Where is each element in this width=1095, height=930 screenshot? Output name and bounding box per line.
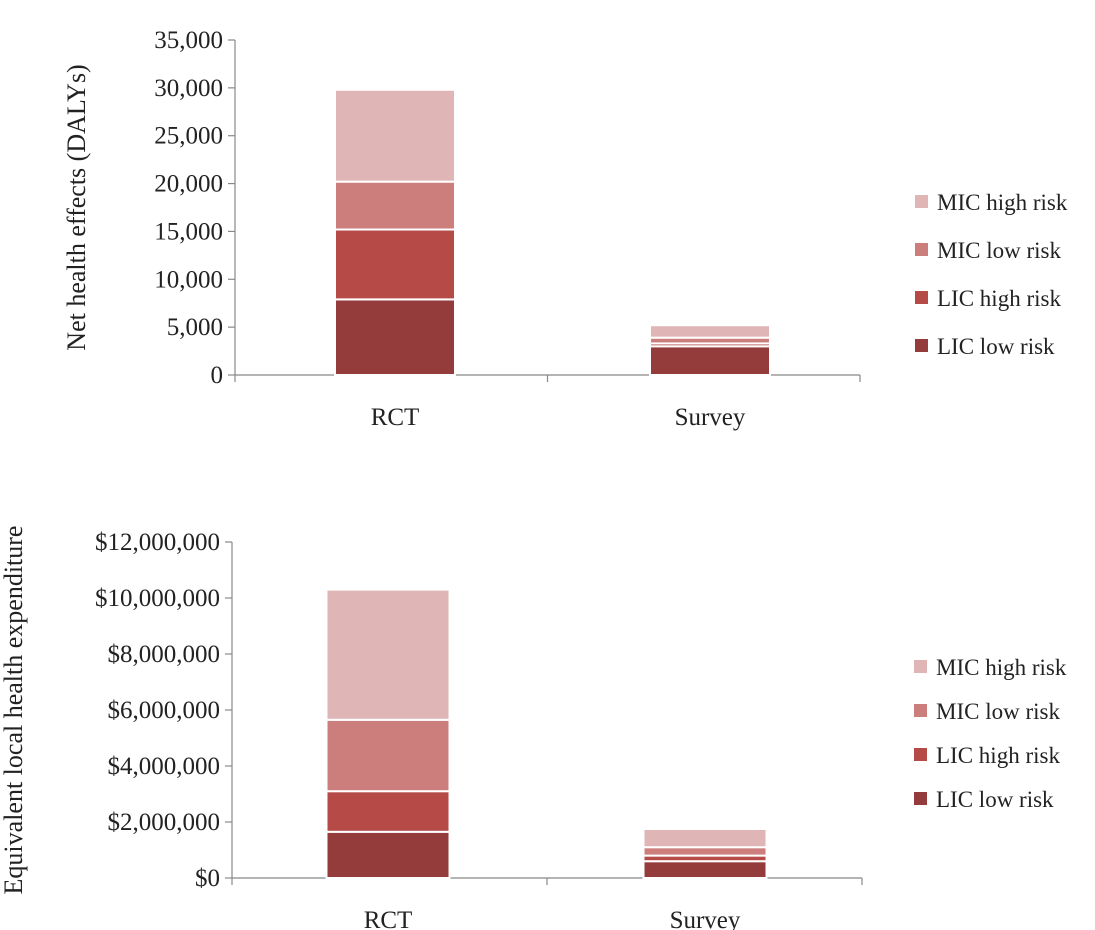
bar-segment [325, 790, 451, 833]
y-tick-label: $0 [195, 865, 220, 892]
legend-label: MIC low risk [936, 699, 1060, 724]
legend-label: LIC high risk [937, 286, 1061, 311]
legend-label: LIC low risk [936, 787, 1054, 812]
legend-swatch [914, 792, 927, 805]
y-tick-label: 20,000 [154, 171, 223, 198]
legend-label: MIC high risk [937, 190, 1068, 215]
y-tick-label: $12,000,000 [95, 529, 220, 556]
y-tick-label: $6,000,000 [108, 697, 221, 724]
legend-swatch [915, 339, 928, 352]
y-tick-label: $10,000,000 [95, 585, 220, 612]
y-axis-label: Net health effects (DALYs) [62, 64, 91, 350]
bar-segment [325, 718, 451, 793]
legend-label: MIC high risk [936, 655, 1067, 680]
legend-swatch [914, 704, 927, 717]
bar-segment [642, 860, 768, 880]
y-axis-label: Equivalent local health expenditure [0, 526, 28, 895]
x-tick-label: Survey [670, 907, 741, 930]
y-tick-label: $4,000,000 [108, 753, 221, 780]
bar-segment [325, 830, 451, 879]
bar-segment [642, 828, 768, 849]
legend: MIC high risk MIC low risk LIC high risk LI… [914, 655, 1067, 812]
y-tick-label: 30,000 [154, 75, 223, 102]
y-tick-label: 25,000 [154, 123, 223, 150]
legend-swatch [915, 243, 928, 256]
bar-segment [334, 88, 456, 183]
bar-segment [649, 324, 771, 339]
legend-swatch [914, 748, 927, 761]
bar-segment [334, 228, 456, 301]
y-tick-label: $2,000,000 [108, 809, 221, 836]
bar-segment [649, 345, 771, 376]
legend-label: LIC low risk [937, 334, 1055, 359]
y-tick-label: 5,000 [167, 314, 223, 341]
y-tick-label: 15,000 [154, 218, 223, 245]
bar-segment [642, 846, 768, 857]
x-tick-label: RCT [371, 404, 420, 431]
legend-label: LIC high risk [936, 743, 1060, 768]
legend: MIC high risk MIC low risk LIC high risk LI… [915, 190, 1068, 359]
bar-segment [334, 180, 456, 231]
bar-segment [325, 588, 451, 721]
legend-swatch [915, 195, 928, 208]
legend-label: MIC low risk [937, 238, 1061, 263]
x-tick-label: RCT [364, 907, 413, 930]
legend-swatch [915, 291, 928, 304]
legend-swatch [914, 660, 927, 673]
y-tick-label: 35,000 [154, 27, 223, 54]
y-tick-label: $8,000,000 [108, 641, 221, 668]
y-tick-label: 0 [211, 362, 224, 389]
x-tick-label: Survey [675, 404, 746, 431]
chart-2: $0 $2,000,000 $4,000,000 $6,000,000 $8,000,0… [0, 526, 1067, 930]
y-tick-label: 10,000 [154, 266, 223, 293]
bar-segment [334, 298, 456, 376]
chart-1: 0 5,000 10,000 15,000 20,000 25,000 30,000 35,0… [62, 27, 1068, 431]
